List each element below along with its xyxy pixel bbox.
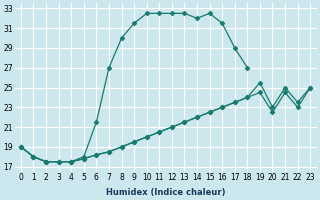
X-axis label: Humidex (Indice chaleur): Humidex (Indice chaleur) xyxy=(106,188,225,197)
